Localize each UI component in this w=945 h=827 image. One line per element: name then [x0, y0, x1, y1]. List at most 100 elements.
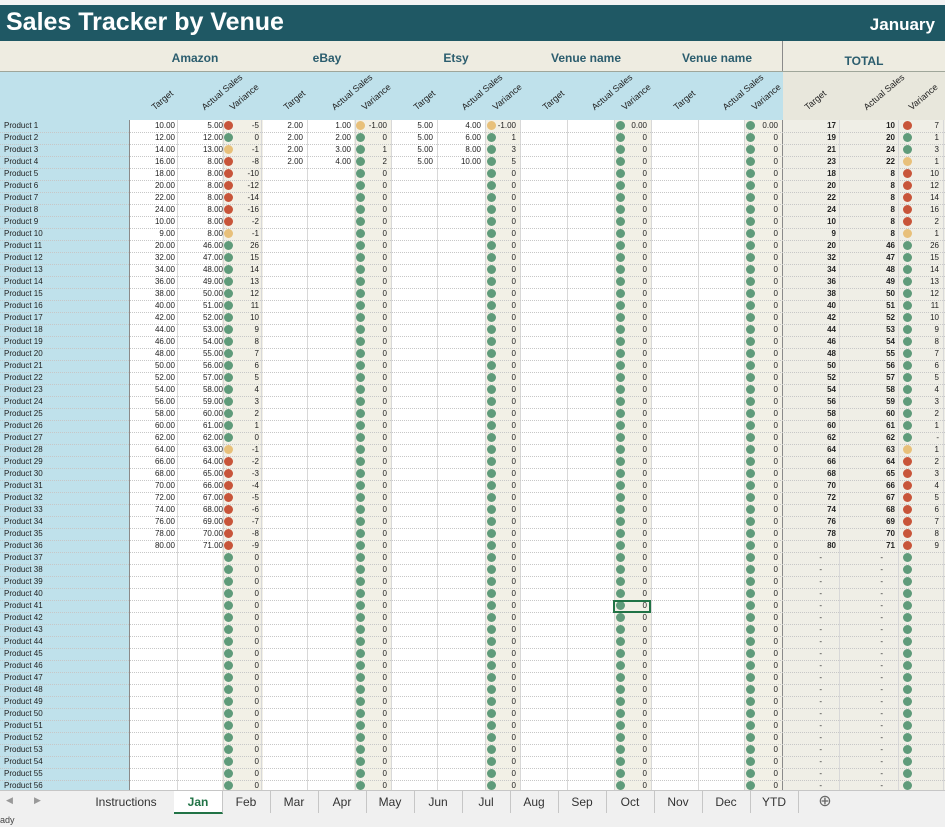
actual-sales-cell[interactable]: 50.00 [202, 289, 223, 298]
total-target-cell[interactable]: 23 [827, 157, 836, 166]
variance-cell[interactable]: 0 [254, 649, 259, 658]
variance-cell[interactable]: 0 [254, 721, 259, 730]
total-actual-cell[interactable]: - [880, 685, 883, 694]
variance-cell[interactable]: 0 [382, 325, 387, 334]
actual-sales-cell[interactable]: 63.00 [202, 445, 223, 454]
variance-cell[interactable]: 0 [773, 493, 778, 502]
variance-cell[interactable]: 0 [773, 769, 778, 778]
target-cell[interactable]: 5.00 [417, 133, 433, 142]
target-cell[interactable]: 2.00 [287, 121, 303, 130]
variance-cell[interactable]: 0 [382, 181, 387, 190]
total-target-cell[interactable]: - [819, 601, 822, 610]
total-actual-cell[interactable]: 63 [886, 445, 895, 454]
sheet-tab-may[interactable]: May [366, 791, 415, 813]
total-target-cell[interactable]: 46 [827, 337, 836, 346]
variance-cell[interactable]: -1.00 [497, 121, 516, 130]
total-variance-cell[interactable]: 7 [934, 349, 939, 358]
total-target-cell[interactable]: - [819, 661, 822, 670]
variance-cell[interactable]: 0 [382, 577, 387, 586]
target-cell[interactable]: 80.00 [154, 541, 175, 550]
total-actual-cell[interactable]: 67 [886, 493, 895, 502]
total-actual-cell[interactable]: 71 [886, 541, 895, 550]
total-actual-cell[interactable]: 65 [886, 469, 895, 478]
variance-cell[interactable]: 0 [642, 745, 647, 754]
variance-cell[interactable]: 0 [254, 769, 259, 778]
actual-sales-cell[interactable]: 51.00 [202, 301, 223, 310]
variance-cell[interactable]: 0 [254, 709, 259, 718]
target-cell[interactable]: 16.00 [154, 157, 175, 166]
actual-sales-cell[interactable]: 3.00 [335, 145, 351, 154]
total-actual-cell[interactable]: - [880, 601, 883, 610]
target-cell[interactable]: 74.00 [154, 505, 175, 514]
variance-cell[interactable]: 0 [511, 649, 516, 658]
sheet-tab-feb[interactable]: Feb [222, 791, 271, 813]
variance-cell[interactable]: 0 [254, 433, 259, 442]
total-target-cell[interactable]: 70 [827, 481, 836, 490]
variance-cell[interactable]: 0 [382, 253, 387, 262]
variance-cell[interactable]: 0 [382, 409, 387, 418]
variance-cell[interactable]: 0 [773, 601, 778, 610]
variance-cell[interactable]: 0 [773, 205, 778, 214]
actual-sales-cell[interactable]: 8.00 [207, 181, 223, 190]
variance-cell[interactable]: 0.00 [631, 121, 647, 130]
total-variance-cell[interactable]: 2 [934, 217, 939, 226]
variance-cell[interactable]: 0 [511, 277, 516, 286]
actual-sales-cell[interactable]: 53.00 [202, 325, 223, 334]
variance-cell[interactable]: 0 [773, 661, 778, 670]
actual-sales-cell[interactable]: 8.00 [207, 169, 223, 178]
variance-cell[interactable]: 0 [642, 409, 647, 418]
row-label[interactable]: Product 29 [4, 457, 43, 466]
variance-cell[interactable]: 10 [250, 313, 259, 322]
row-label[interactable]: Product 1 [4, 121, 39, 130]
actual-sales-cell[interactable]: 57.00 [202, 373, 223, 382]
total-actual-cell[interactable]: 47 [886, 253, 895, 262]
variance-cell[interactable]: 0 [382, 241, 387, 250]
row-label[interactable]: Product 37 [4, 553, 43, 562]
variance-cell[interactable]: 0 [642, 421, 647, 430]
variance-cell[interactable]: 0 [642, 601, 647, 610]
variance-cell[interactable]: 0 [382, 217, 387, 226]
total-target-cell[interactable]: 18 [827, 169, 836, 178]
row-label[interactable]: Product 28 [4, 445, 43, 454]
variance-cell[interactable]: 0 [511, 193, 516, 202]
total-target-cell[interactable]: 54 [827, 385, 836, 394]
target-cell[interactable]: 62.00 [154, 433, 175, 442]
target-cell[interactable]: 56.00 [154, 397, 175, 406]
total-actual-cell[interactable]: 24 [886, 145, 895, 154]
variance-cell[interactable]: 0 [511, 385, 516, 394]
total-variance-cell[interactable]: 1 [934, 445, 939, 454]
variance-cell[interactable]: 0 [382, 529, 387, 538]
variance-cell[interactable]: 0 [642, 229, 647, 238]
total-variance-cell[interactable]: 5 [934, 493, 939, 502]
total-variance-cell[interactable]: 14 [930, 193, 939, 202]
row-label[interactable]: Product 24 [4, 397, 43, 406]
variance-cell[interactable]: 0 [382, 673, 387, 682]
variance-cell[interactable]: 0 [254, 757, 259, 766]
variance-cell[interactable]: 0 [511, 169, 516, 178]
row-label[interactable]: Product 25 [4, 409, 43, 418]
total-actual-cell[interactable]: 8 [890, 217, 895, 226]
variance-cell[interactable]: 0 [642, 493, 647, 502]
variance-cell[interactable]: 0 [511, 469, 516, 478]
actual-sales-cell[interactable]: 2.00 [335, 133, 351, 142]
actual-sales-cell[interactable]: 8.00 [207, 229, 223, 238]
variance-cell[interactable]: 0 [773, 133, 778, 142]
variance-cell[interactable]: 0 [511, 433, 516, 442]
row-label[interactable]: Product 49 [4, 697, 43, 706]
variance-cell[interactable]: 0 [511, 757, 516, 766]
variance-cell[interactable]: 0 [382, 565, 387, 574]
variance-cell[interactable]: 0 [773, 145, 778, 154]
variance-cell[interactable]: 0 [382, 625, 387, 634]
total-target-cell[interactable]: 36 [827, 277, 836, 286]
variance-cell[interactable]: 0 [773, 277, 778, 286]
variance-cell[interactable]: 0 [382, 649, 387, 658]
sheet-tab-dec[interactable]: Dec [702, 791, 751, 813]
actual-sales-cell[interactable]: 12.00 [202, 133, 223, 142]
variance-cell[interactable]: 0 [382, 745, 387, 754]
variance-cell[interactable]: 0 [511, 685, 516, 694]
target-cell[interactable]: 60.00 [154, 421, 175, 430]
variance-cell[interactable]: 0 [642, 457, 647, 466]
variance-cell[interactable]: 0 [382, 301, 387, 310]
row-label[interactable]: Product 34 [4, 517, 43, 526]
variance-cell[interactable]: 0 [511, 625, 516, 634]
